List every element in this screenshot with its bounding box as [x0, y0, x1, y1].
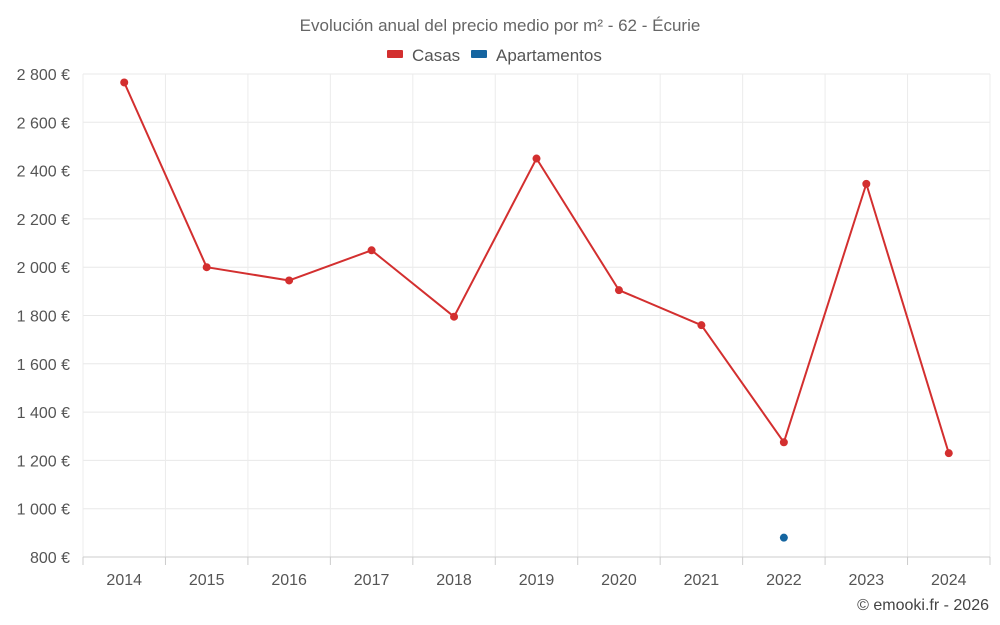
legend-label-apartamentos[interactable]: Apartamentos — [496, 46, 602, 65]
y-tick-label: 2 000 € — [17, 260, 70, 277]
x-tick-label: 2017 — [354, 572, 390, 589]
y-tick-label: 1 600 € — [17, 357, 70, 374]
x-tick-label: 2020 — [601, 572, 637, 589]
axes: 800 € 1 000 € 1 200 € 1 400 € 1 600 € 1 800 €… — [17, 67, 991, 589]
x-tick-label: 2019 — [519, 572, 555, 589]
y-tick-label: 1 200 € — [17, 453, 70, 470]
legend-swatch-apartamentos — [471, 50, 487, 58]
data-point-casas-2019[interactable] — [532, 154, 541, 163]
data-point-casas-2016[interactable] — [285, 276, 294, 285]
x-tick-label: 2018 — [436, 572, 472, 589]
data-point-casas-2024[interactable] — [944, 449, 953, 458]
x-tick-label: 2023 — [849, 572, 885, 589]
y-tick-label: 800 € — [30, 550, 70, 567]
y-tick-label: 1 000 € — [17, 502, 70, 519]
x-tick-label: 2022 — [766, 572, 802, 589]
data-point-apartamentos-2022[interactable] — [779, 533, 788, 542]
legend-swatch-casas — [387, 50, 403, 58]
series-layer — [120, 78, 953, 542]
legend: Casas Apartamentos — [387, 46, 602, 65]
y-tick-label: 2 200 € — [17, 212, 70, 229]
chart-title: Evolución anual del precio medio por m² … — [300, 16, 701, 35]
y-tick-label: 2 400 € — [17, 164, 70, 181]
credit-text: © emooki.fr - 2026 — [857, 597, 989, 614]
x-tick-label: 2014 — [106, 572, 142, 589]
data-point-casas-2014[interactable] — [120, 78, 129, 87]
data-point-casas-2015[interactable] — [202, 263, 211, 272]
y-tick-label: 1 400 € — [17, 405, 70, 422]
grid — [82, 73, 991, 558]
data-point-casas-2020[interactable] — [614, 286, 623, 295]
legend-label-casas[interactable]: Casas — [412, 46, 460, 65]
x-tick-label: 2015 — [189, 572, 225, 589]
data-point-casas-2017[interactable] — [367, 246, 376, 255]
data-point-casas-2022[interactable] — [779, 438, 788, 447]
data-point-casas-2018[interactable] — [450, 312, 459, 321]
x-tick-label: 2021 — [684, 572, 720, 589]
data-point-casas-2021[interactable] — [697, 321, 706, 330]
y-tick-label: 2 800 € — [17, 67, 70, 84]
x-tick-label: 2016 — [271, 572, 307, 589]
x-tick-label: 2024 — [931, 572, 967, 589]
y-tick-label: 1 800 € — [17, 309, 70, 326]
y-tick-label: 2 600 € — [17, 115, 70, 132]
data-point-casas-2023[interactable] — [862, 179, 871, 188]
